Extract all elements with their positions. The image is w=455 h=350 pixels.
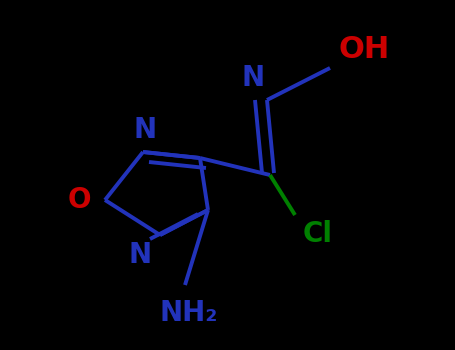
Text: N: N — [129, 241, 152, 269]
Text: N: N — [133, 116, 157, 144]
Text: NH₂: NH₂ — [160, 299, 218, 327]
Text: O: O — [67, 186, 91, 214]
Text: Cl: Cl — [303, 220, 333, 248]
Text: N: N — [242, 64, 264, 92]
Text: OH: OH — [338, 35, 389, 64]
